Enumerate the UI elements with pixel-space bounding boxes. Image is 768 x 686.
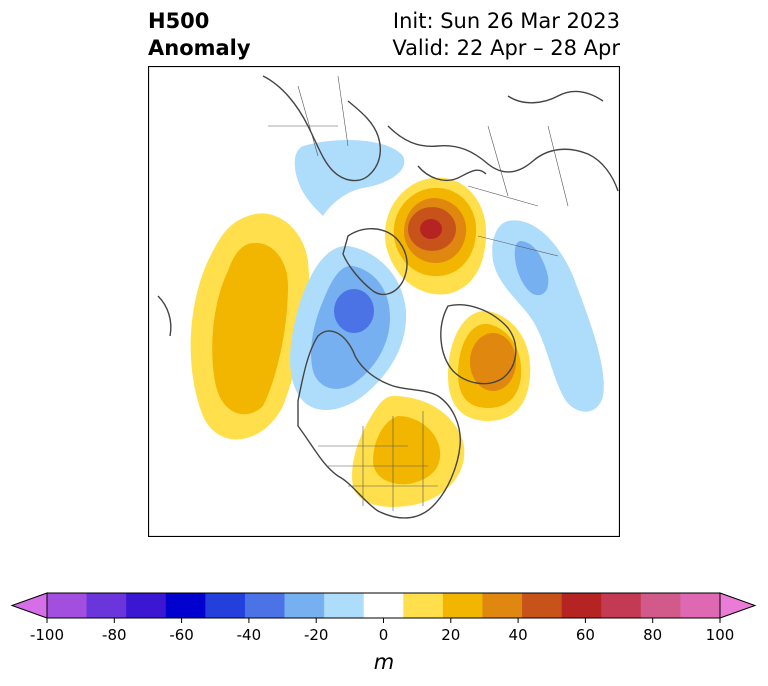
colorbar-segment bbox=[640, 593, 681, 618]
colorbar-tick-label: -80 bbox=[102, 626, 127, 644]
colorbar-tick-label: -100 bbox=[30, 626, 64, 644]
colorbar-segment bbox=[284, 593, 325, 618]
title-field: Anomaly bbox=[148, 36, 251, 60]
colorbar-tick-label: 100 bbox=[706, 626, 735, 644]
colorbar-tick-label: 0 bbox=[379, 626, 389, 644]
colorbar-segment bbox=[165, 593, 206, 618]
colorbar-extend-low bbox=[10, 592, 48, 619]
colorbar-segment bbox=[601, 593, 642, 618]
colorbar-segments bbox=[10, 592, 757, 619]
positive-anomaly-barents bbox=[385, 177, 487, 295]
colorbar-segment bbox=[522, 593, 563, 618]
colorbar-segment bbox=[86, 593, 127, 618]
positive-anomaly-greenland bbox=[448, 310, 531, 421]
colorbar-unit-label: m bbox=[374, 650, 394, 674]
title-variable: H500 bbox=[148, 9, 210, 33]
colorbar: -100 -80 -60 -40 -20 0 20 40 60 80 100 m bbox=[10, 592, 757, 674]
colorbar-segment bbox=[403, 593, 444, 618]
colorbar-tick-label: 60 bbox=[576, 626, 595, 644]
negative-anomaly-alaska bbox=[290, 245, 407, 411]
colorbar-segment bbox=[680, 593, 721, 618]
border-lines bbox=[268, 75, 569, 511]
colorbar-tick-label: 20 bbox=[441, 626, 460, 644]
positive-anomaly-eastern-us bbox=[352, 396, 465, 507]
negative-anomaly-siberia bbox=[492, 220, 604, 412]
init-date-label: Init: Sun 26 Mar 2023 bbox=[392, 9, 620, 33]
colorbar-extend-high bbox=[719, 592, 757, 619]
positive-anomaly-pacific bbox=[190, 213, 309, 440]
colorbar-segment bbox=[244, 593, 286, 618]
colorbar-segment bbox=[205, 593, 246, 618]
colorbar-segment bbox=[363, 593, 404, 618]
anomaly-shading bbox=[157, 75, 619, 519]
map-title-right: Init: Sun 26 Mar 2023 Valid: 22 Apr – 28… bbox=[392, 8, 620, 62]
colorbar-segment bbox=[47, 593, 88, 618]
colorbar-tick-label: -20 bbox=[304, 626, 329, 644]
anomaly-map bbox=[148, 66, 620, 537]
colorbar-ticks: -100 -80 -60 -40 -20 0 20 40 60 80 100 bbox=[30, 618, 734, 644]
colorbar-segment bbox=[482, 593, 523, 618]
negative-anomaly-scandinavia bbox=[294, 140, 405, 216]
colorbar-segment bbox=[561, 593, 602, 618]
colorbar-segment bbox=[324, 593, 365, 618]
coastlines bbox=[157, 75, 619, 519]
colorbar-segment bbox=[442, 593, 483, 618]
colorbar-tick-label: -40 bbox=[237, 626, 262, 644]
map-frame bbox=[148, 66, 620, 537]
colorbar-segment bbox=[126, 593, 167, 618]
valid-range-label: Valid: 22 Apr – 28 Apr bbox=[392, 36, 620, 60]
colorbar-tick-label: 40 bbox=[509, 626, 528, 644]
colorbar-tick-label: -60 bbox=[169, 626, 194, 644]
colorbar-tick-label: 80 bbox=[643, 626, 662, 644]
map-title-left: H500 Anomaly bbox=[148, 8, 251, 62]
